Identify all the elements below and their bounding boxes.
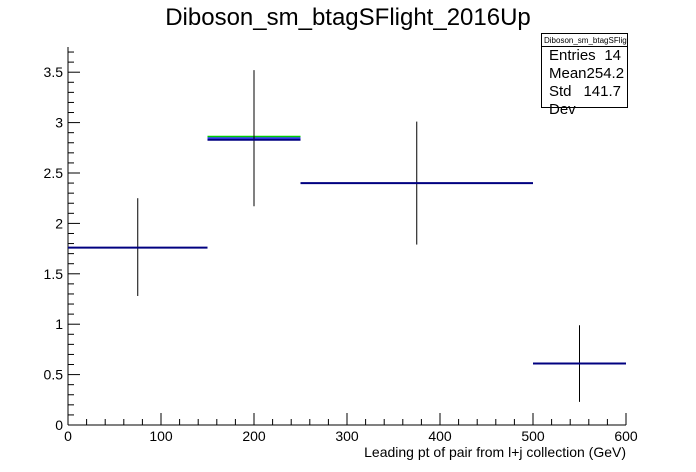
stats-value: 141.7 (583, 83, 621, 100)
chart-title: Diboson_sm_btagSFlight_2016Up (165, 4, 531, 31)
x-tick-label: 100 (149, 428, 173, 444)
x-tick-label: 500 (521, 428, 545, 444)
stats-row-stddev: Std Dev 141.7 (542, 83, 627, 119)
x-tick-label: 300 (335, 428, 359, 444)
x-axis-label: Leading pt of pair from l+j collection (… (364, 444, 626, 460)
stats-box-name: Diboson_sm_btagSFlight_2016Up (542, 36, 627, 47)
stats-label: Entries (549, 47, 596, 64)
x-tick-label: 200 (242, 428, 266, 444)
stats-label: Std Dev (549, 83, 576, 118)
y-tick-label: 2 (55, 215, 63, 231)
y-tick-label: 0.5 (44, 367, 64, 383)
x-tick-label: 0 (64, 428, 72, 444)
x-tick-label: 400 (428, 428, 452, 444)
y-tick-label: 3 (55, 115, 63, 131)
stats-value: 254.2 (586, 65, 625, 82)
stats-value: 14 (604, 47, 621, 64)
stats-row-entries: Entries 14 (542, 47, 627, 65)
x-tick-label: 600 (614, 428, 638, 444)
stats-row-mean: Mean 254.2 (542, 65, 627, 83)
y-tick-label: 3.5 (44, 64, 64, 80)
stats-box: Diboson_sm_btagSFlight_2016Up Entries 14… (541, 33, 628, 118)
y-tick-label: 0 (55, 417, 63, 433)
tick-labels: 0 100 200 300 400 500 600 0 0.5 1 1.5 2 2.5 3 3.5 (44, 64, 638, 444)
stats-label: Mean (549, 65, 587, 82)
histogram-series (68, 70, 626, 402)
y-tick-label: 1.5 (44, 266, 64, 282)
y-tick-label: 1 (55, 316, 63, 332)
axis-ticks (67, 51, 627, 426)
y-tick-label: 2.5 (44, 165, 64, 181)
